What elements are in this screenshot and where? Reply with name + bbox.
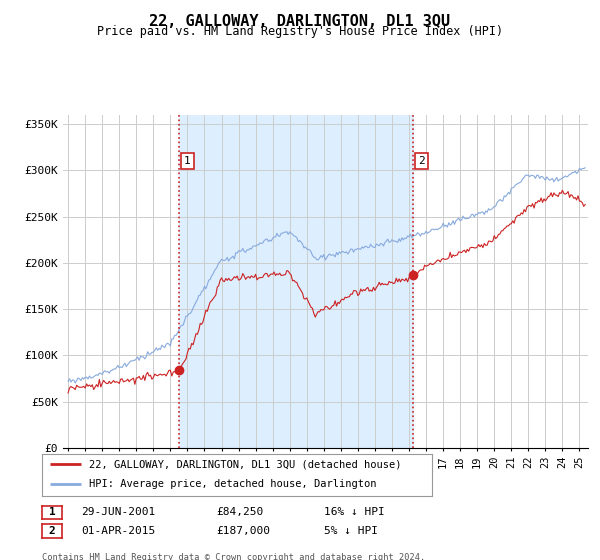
Text: 2: 2	[418, 156, 425, 166]
Text: 22, GALLOWAY, DARLINGTON, DL1 3QU: 22, GALLOWAY, DARLINGTON, DL1 3QU	[149, 14, 451, 29]
Text: 22, GALLOWAY, DARLINGTON, DL1 3QU (detached house): 22, GALLOWAY, DARLINGTON, DL1 3QU (detac…	[89, 459, 401, 469]
Text: £84,250: £84,250	[216, 507, 263, 517]
Text: Contains HM Land Registry data © Crown copyright and database right 2024.
This d: Contains HM Land Registry data © Crown c…	[42, 553, 425, 560]
Text: 1: 1	[184, 156, 191, 166]
Text: 1: 1	[49, 507, 55, 517]
Text: HPI: Average price, detached house, Darlington: HPI: Average price, detached house, Darl…	[89, 479, 376, 489]
Text: 5% ↓ HPI: 5% ↓ HPI	[324, 526, 378, 536]
Bar	[179, 115, 413, 448]
Text: 2: 2	[49, 526, 55, 536]
Text: 29-JUN-2001: 29-JUN-2001	[81, 507, 155, 517]
Text: £187,000: £187,000	[216, 526, 270, 536]
Text: Price paid vs. HM Land Registry's House Price Index (HPI): Price paid vs. HM Land Registry's House …	[97, 25, 503, 38]
Text: 16% ↓ HPI: 16% ↓ HPI	[324, 507, 385, 517]
Text: 01-APR-2015: 01-APR-2015	[81, 526, 155, 536]
